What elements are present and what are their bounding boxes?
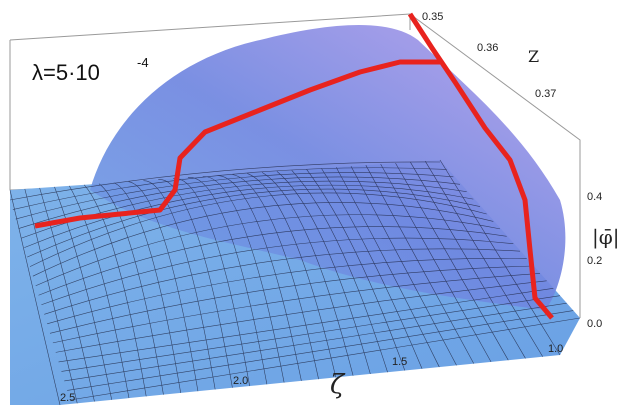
- mesh-line: [12, 167, 447, 210]
- mesh-line: [247, 173, 337, 378]
- zeta-tick-2: 2.0: [233, 375, 248, 387]
- mesh-line: [83, 184, 147, 397]
- mesh-line: [291, 170, 388, 373]
- amplitude-axis: 0.4 0.2 0.0 |φ̄|: [587, 191, 619, 330]
- mesh-line: [143, 180, 216, 390]
- mesh-line: [24, 188, 78, 404]
- mesh-line: [187, 177, 268, 385]
- mesh-line: [350, 166, 457, 366]
- zeta-tick-0: 1.0: [548, 343, 563, 355]
- mesh-line: [35, 214, 501, 286]
- mesh-line: [55, 280, 547, 353]
- mesh-line: [54, 186, 113, 400]
- mesh-line: [113, 182, 181, 393]
- mesh-line: [38, 226, 507, 296]
- mesh-line: [321, 168, 423, 369]
- z-tick-0: 0.35: [422, 11, 443, 23]
- z-axis: 0.35 0.36 0.37 Z: [422, 11, 556, 100]
- mesh-line: [276, 171, 371, 375]
- mesh-line: [410, 161, 526, 359]
- parameter-text: λ=5·10: [32, 60, 100, 85]
- mesh-line: [380, 163, 492, 363]
- zeta-axis-label: ζ: [330, 370, 346, 400]
- mesh-line: [202, 176, 285, 383]
- z-tick-1: 0.36: [477, 42, 498, 54]
- amp-tick-0: 0.0: [587, 318, 602, 330]
- mesh-line: [365, 165, 475, 364]
- mesh-line: [424, 160, 544, 357]
- z-tick-2: 0.37: [535, 88, 556, 100]
- highlight-curve-outer: [407, 12, 554, 320]
- parameter-exponent: -4: [137, 55, 149, 70]
- mesh-line: [64, 302, 567, 382]
- mesh-line: [39, 187, 95, 402]
- mesh-line: [32, 202, 494, 277]
- mesh-line: [9, 161, 441, 201]
- highlight-curve-inner: [34, 59, 440, 229]
- zeta-tick-1: 1.5: [392, 356, 407, 368]
- mesh-line: [44, 248, 521, 315]
- mesh-line: [47, 258, 527, 325]
- mesh-line: [217, 175, 302, 381]
- mesh-line: [24, 184, 474, 248]
- mesh-line: [335, 167, 440, 368]
- mesh-line: [439, 159, 561, 356]
- zeta-axis: 1.0 1.5 2.0 2.5 ζ: [60, 343, 563, 404]
- mesh-line: [173, 178, 250, 387]
- mesh-line: [41, 237, 514, 306]
- mesh-line: [29, 192, 487, 267]
- parameter-label: λ=5·10 -4: [32, 55, 149, 85]
- mesh-line: [61, 295, 561, 372]
- mesh-line: [18, 176, 461, 229]
- mesh-line: [15, 172, 454, 220]
- mesh-line: [395, 162, 509, 361]
- mesh-line: [98, 183, 164, 395]
- mesh-line: [49, 265, 534, 334]
- amplitude-axis-label: |φ̄|: [592, 225, 619, 250]
- mesh-line: [69, 185, 130, 399]
- mesh-line: [306, 169, 406, 371]
- mesh-line: [52, 273, 541, 344]
- amp-tick-2: 0.4: [587, 191, 602, 203]
- mesh-line: [69, 317, 581, 401]
- mesh-line: [261, 172, 354, 376]
- mesh-line: [158, 179, 233, 388]
- mesh-line: [128, 181, 199, 392]
- amp-tick-1: 0.2: [587, 255, 602, 267]
- z-axis-label: Z: [528, 47, 539, 66]
- zeta-tick-3: 2.5: [60, 392, 75, 404]
- mesh-line: [9, 189, 61, 405]
- mesh-line: [232, 174, 319, 380]
